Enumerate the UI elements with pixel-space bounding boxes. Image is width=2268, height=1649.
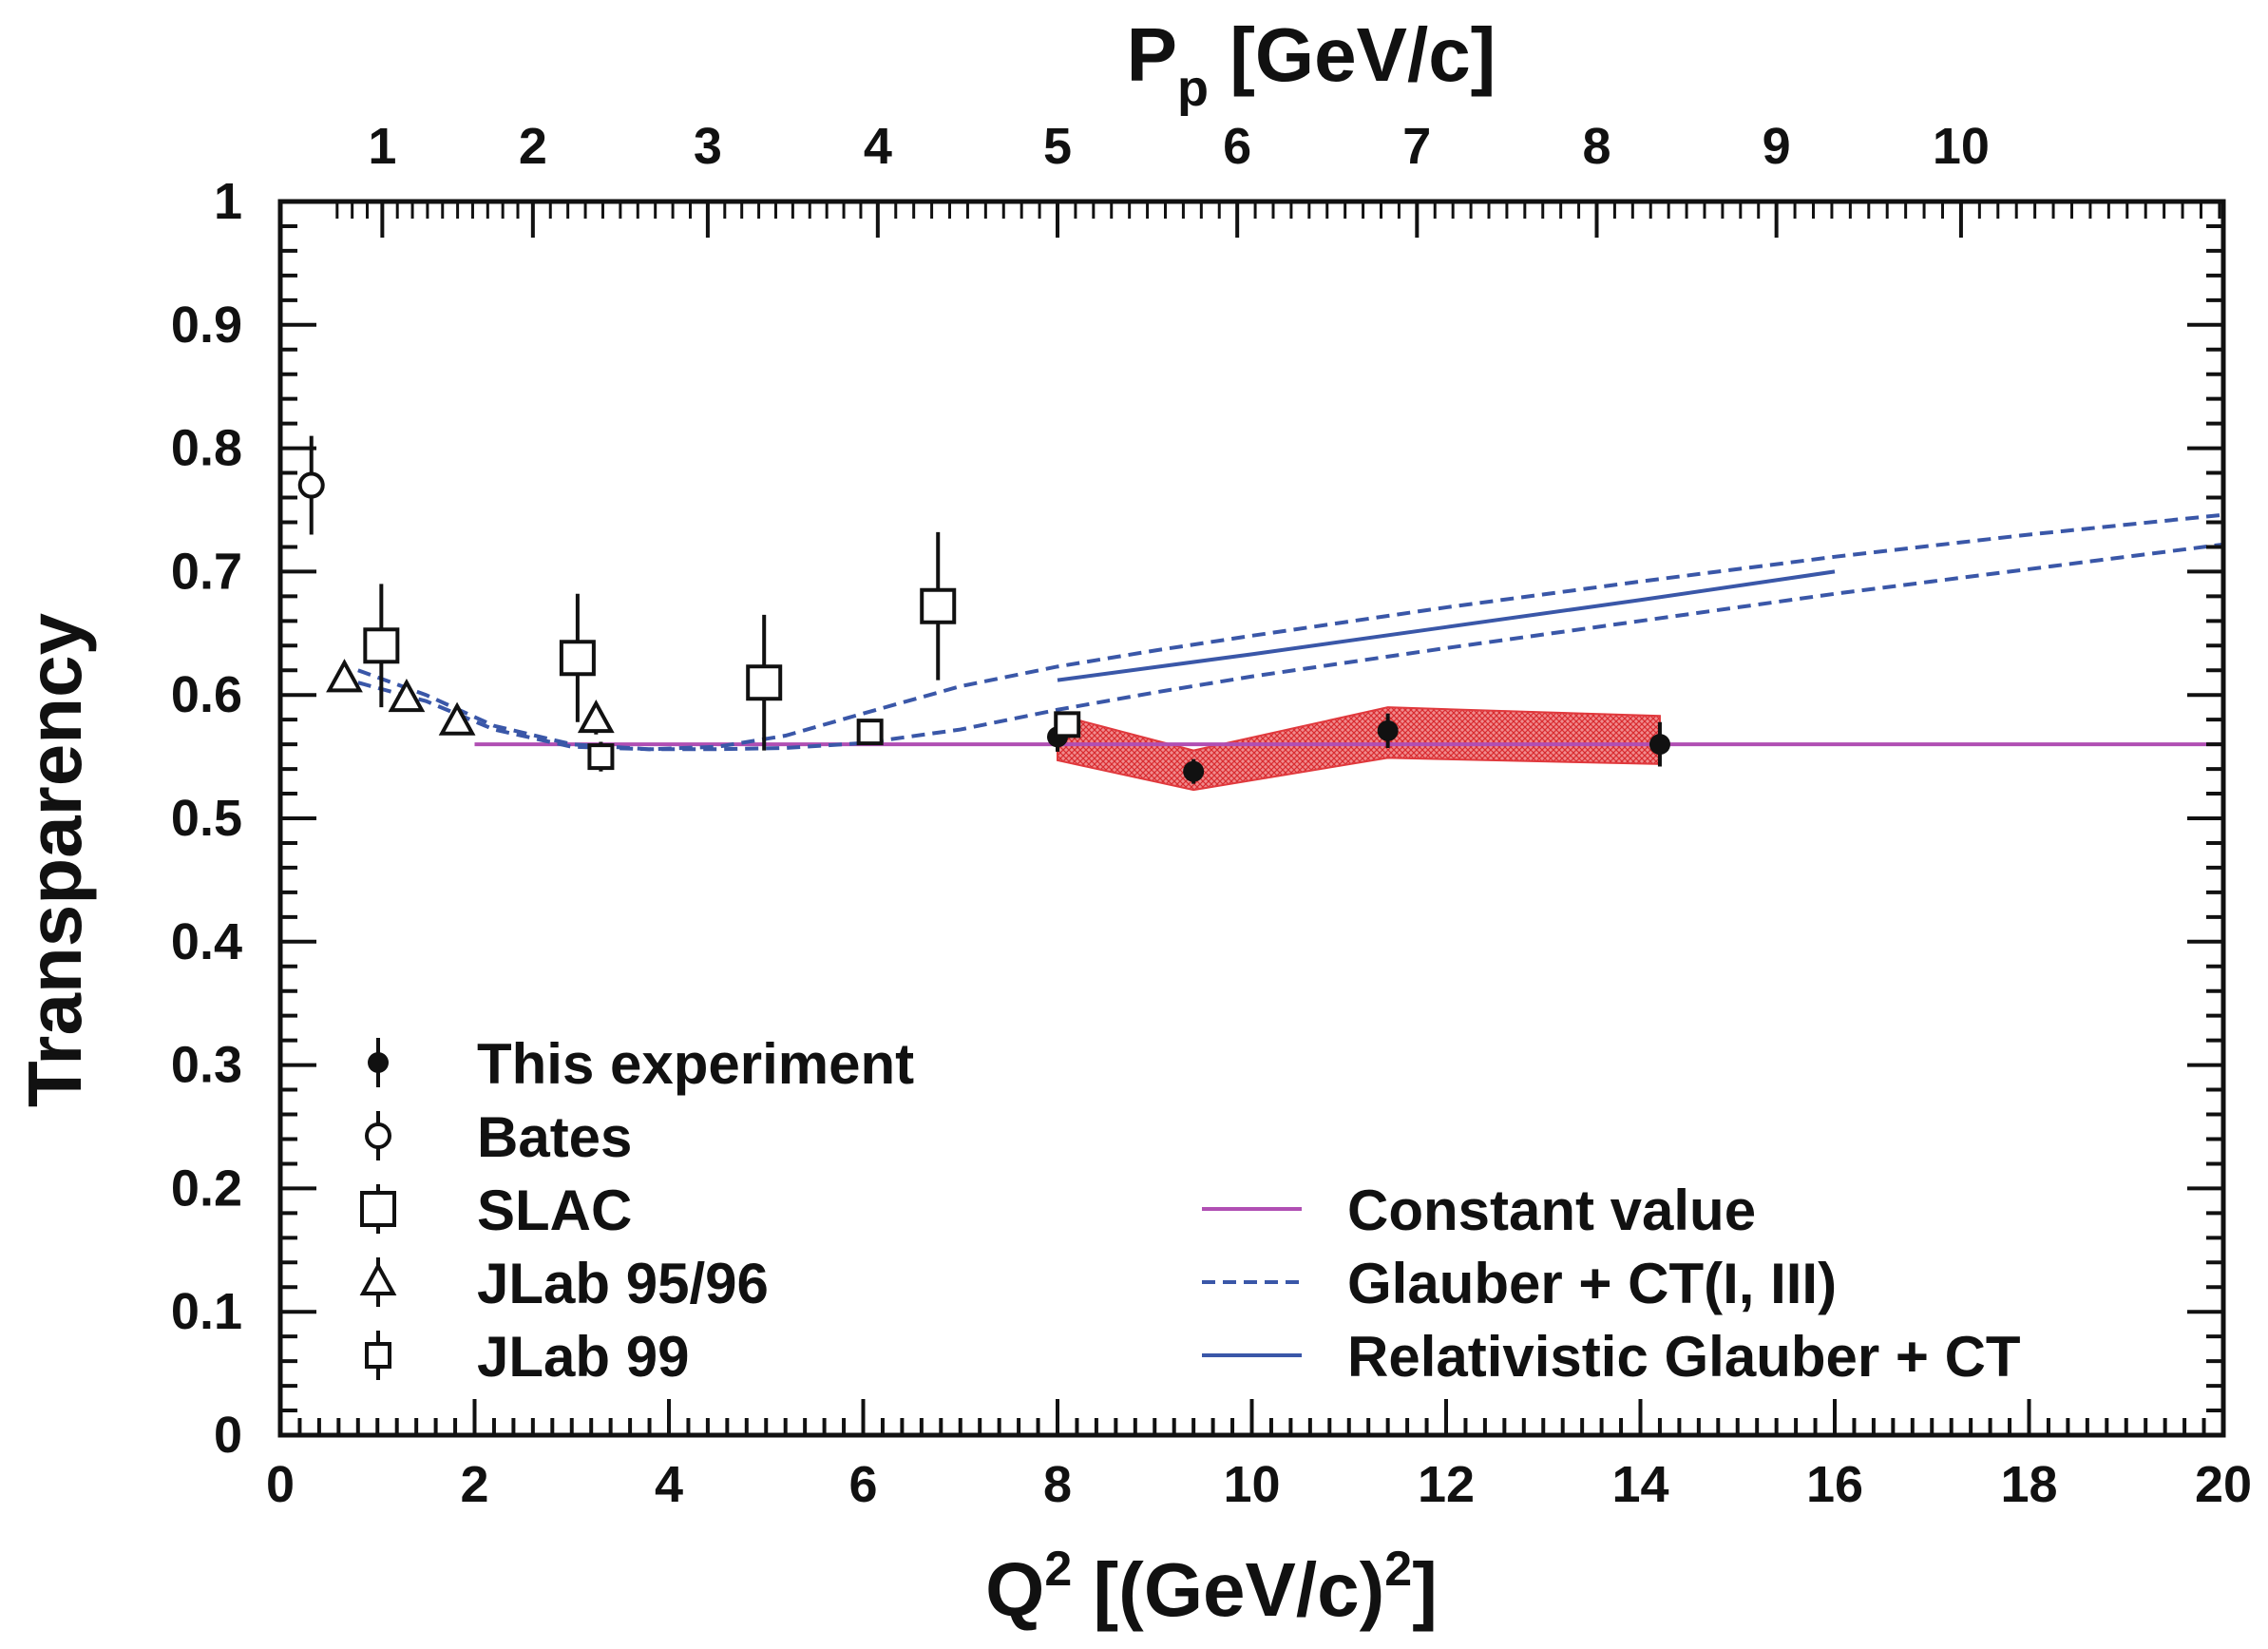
top-tick-label: 5 [1043, 118, 1072, 175]
this-experiment-point [1377, 719, 1399, 741]
top-tick-label: 2 [519, 118, 547, 175]
slac-point [363, 627, 400, 664]
y-tick-label: 0.4 [171, 913, 242, 970]
legend-label-glauber: Glauber + CT(I, III) [1347, 1252, 1837, 1315]
jlab-95-96-point [577, 700, 615, 734]
jlab-99-point [587, 743, 615, 771]
legend-label-constant: Constant value [1347, 1179, 1756, 1242]
y-tick-label: 1 [214, 173, 242, 230]
axis-ticks [278, 200, 2225, 1437]
this-experiment-point [1649, 734, 1670, 756]
x-tick-label: 12 [1418, 1456, 1475, 1513]
legend-marker-jlab-95-96 [359, 1261, 397, 1295]
y-tick-label: 0.7 [171, 543, 242, 600]
jlab-95-96-point [326, 659, 363, 693]
legend-marker-bates [365, 1122, 391, 1149]
glauber-ct-curve [357, 512, 2224, 752]
y-axis-title: Transparency [12, 612, 97, 1107]
legend-label-jlab-99: JLab 99 [477, 1325, 689, 1389]
x-tick-label: 16 [1806, 1456, 1863, 1513]
y-tick-label: 0.9 [171, 297, 242, 354]
bates-point [297, 471, 325, 499]
legend-label-slac: SLAC [477, 1179, 632, 1242]
x-tick-label: 2 [460, 1456, 488, 1513]
legend-label-relativistic: Relativistic Glauber + CT [1347, 1325, 2021, 1389]
band-area [1057, 706, 1661, 792]
legend-left: This experiment Bates SLAC JLab 95/96 JL… [359, 1032, 914, 1389]
legend-label-jlab-95-96: JLab 95/96 [477, 1252, 769, 1315]
slac-point [920, 587, 957, 624]
tick-labels: 0 2 4 6 8 10 12 14 16 18 201 2 3 4 5 6 7 8 9 1000.10.20.30.… [171, 118, 2252, 1513]
x-tick-label: 14 [1611, 1456, 1668, 1513]
relativistic-glauber-curve [1057, 569, 1836, 682]
model-curves [357, 512, 2224, 752]
slac-point [559, 640, 596, 677]
jlab-99-point [1054, 711, 1081, 738]
x-tick-label: 20 [2195, 1456, 2252, 1513]
top-tick-label: 4 [864, 118, 892, 175]
x-tick-label: 6 [848, 1456, 877, 1513]
plot-frame [277, 199, 2226, 1438]
legend-marker-slac [360, 1191, 396, 1227]
jlab-95-96-point [438, 701, 476, 736]
legend-label-this-experiment: This experiment [477, 1032, 914, 1096]
top-tick-label: 10 [1933, 118, 1990, 175]
top-tick-label: 8 [1582, 118, 1610, 175]
slac-point [746, 664, 783, 701]
top-tick-label: 6 [1223, 118, 1251, 175]
x-tick-label: 18 [2000, 1456, 2057, 1513]
data-points [297, 435, 1670, 784]
legend-marker-this-experiment [368, 1052, 389, 1073]
systematic-band [1057, 706, 1661, 792]
glauber-ct-curve [357, 542, 2224, 752]
legend-right: Constant value Glauber + CT(I, III) Rela… [1202, 1179, 2021, 1389]
this-experiment-point [1183, 760, 1205, 782]
y-tick-label: 0.3 [171, 1037, 242, 1094]
y-tick-label: 0.8 [171, 420, 242, 477]
x-tick-label: 8 [1043, 1456, 1072, 1513]
y-tick-label: 0.2 [171, 1160, 242, 1217]
x-tick-label: 4 [655, 1456, 683, 1513]
y-tick-label: 0 [214, 1407, 242, 1464]
y-tick-label: 0.5 [171, 790, 242, 847]
x-tick-label: 0 [266, 1456, 295, 1513]
legend-marker-jlab-99 [365, 1342, 391, 1369]
y-tick-label: 0.1 [171, 1283, 242, 1340]
top-tick-label: 7 [1402, 118, 1431, 175]
x-axis-title: Q2 [(GeV/c)2] [985, 1542, 1438, 1632]
x-tick-label: 10 [1223, 1456, 1280, 1513]
top-tick-label: 3 [694, 118, 722, 175]
jlab-95-96-point [388, 678, 426, 713]
y-tick-label: 0.6 [171, 666, 242, 723]
top-tick-label: 1 [368, 118, 396, 175]
top-tick-label: 9 [1763, 118, 1791, 175]
jlab-99-point [856, 719, 884, 746]
legend-label-bates: Bates [477, 1105, 632, 1169]
top-axis-title: Pp [GeV/c] [1127, 12, 1496, 117]
